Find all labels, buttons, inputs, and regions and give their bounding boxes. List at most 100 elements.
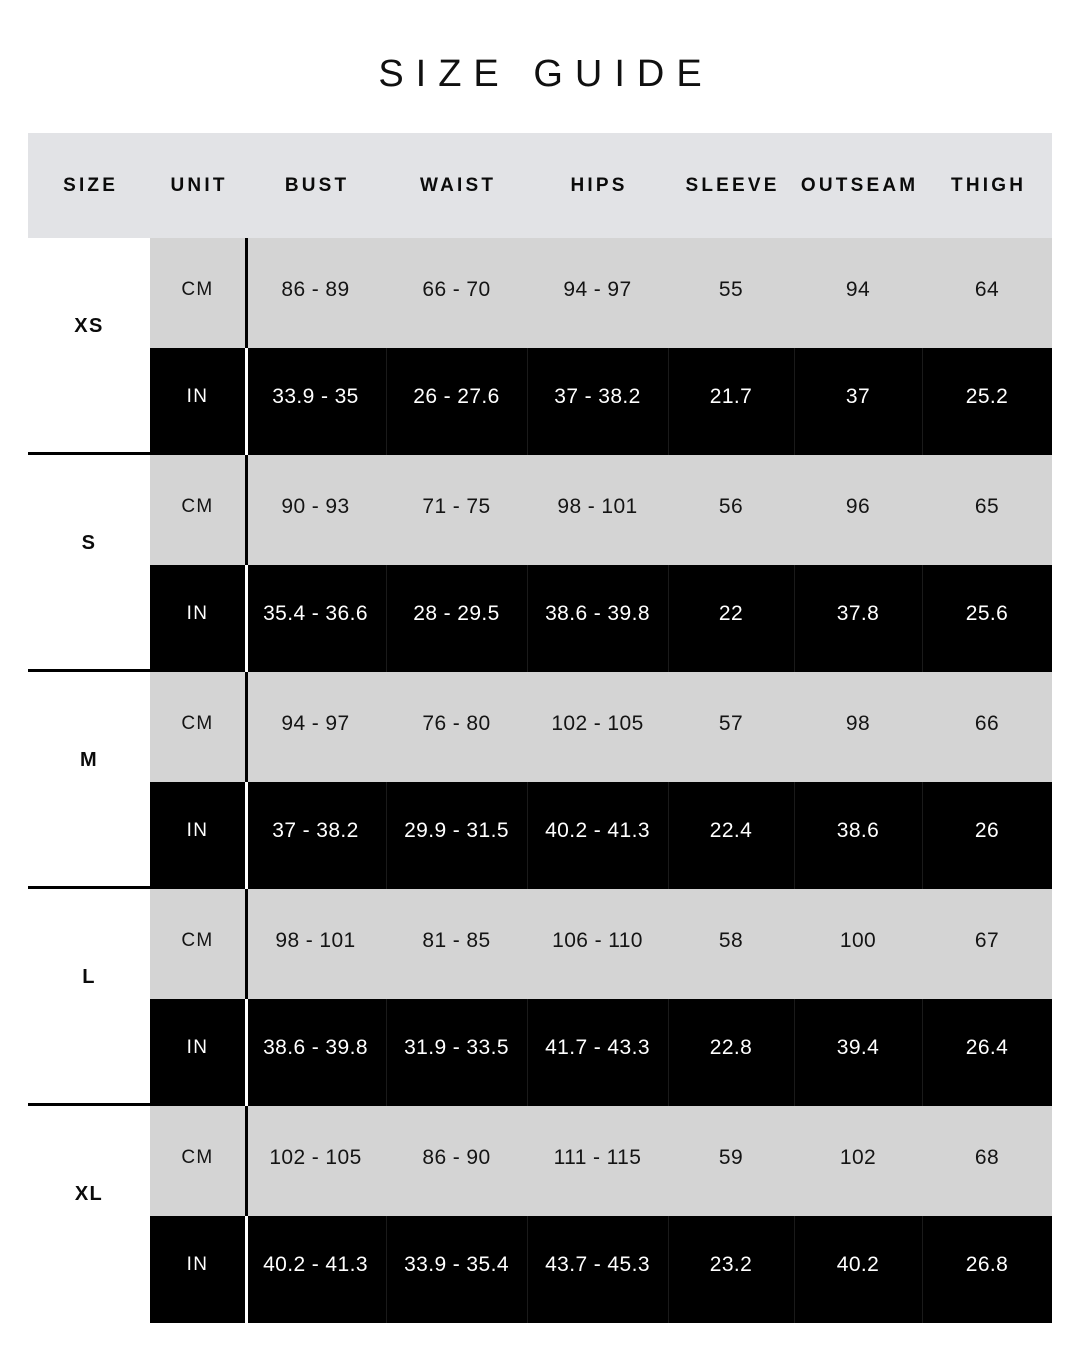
cell-bust: 90 - 93 <box>281 495 350 518</box>
column-separator <box>922 782 923 889</box>
cell-unit: CM <box>181 930 214 951</box>
column-separator <box>794 348 795 455</box>
cell-bust: 37 - 38.2 <box>272 819 359 842</box>
cell-outseam: 96 <box>845 495 871 518</box>
cell-unit: IN <box>186 1037 209 1058</box>
column-header-waist: WAIST <box>420 175 497 196</box>
column-separator <box>527 565 528 672</box>
size-group-xl: XL CM 102 - 105 86 - 90 111 - 115 59 102 68 IN 40… <box>28 1106 1052 1323</box>
column-separator <box>922 348 923 455</box>
table-row: IN 38.6 - 39.8 31.9 - 33.5 41.7 - 43.3 22.8 3… <box>150 999 1052 1106</box>
column-separator <box>668 782 669 889</box>
size-cell: XS <box>28 238 150 455</box>
cell-waist: 76 - 80 <box>422 712 491 735</box>
table-row: IN 40.2 - 41.3 33.9 - 35.4 43.7 - 45.3 23.2 4… <box>150 1216 1052 1323</box>
column-separator <box>668 999 669 1106</box>
cell-thigh: 26 <box>974 819 1000 842</box>
cell-sleeve: 56 <box>718 495 744 518</box>
cell-bust: 33.9 - 35 <box>272 385 359 408</box>
table-row: CM 102 - 105 86 - 90 111 - 115 59 102 68 <box>150 1106 1052 1216</box>
cell-thigh: 65 <box>974 495 1000 518</box>
cell-thigh: 64 <box>974 278 1000 301</box>
cell-sleeve: 57 <box>718 712 744 735</box>
unit-column-divider <box>245 999 248 1106</box>
page-title: SIZE GUIDE <box>378 53 714 95</box>
cell-unit: CM <box>181 496 214 517</box>
column-separator <box>922 565 923 672</box>
cell-thigh: 25.2 <box>965 385 1009 408</box>
cell-waist: 28 - 29.5 <box>413 602 500 625</box>
unit-column-divider <box>245 348 248 455</box>
column-separator <box>386 999 387 1106</box>
cell-bust: 102 - 105 <box>269 1146 362 1169</box>
column-separator <box>527 782 528 889</box>
column-separator <box>794 782 795 889</box>
size-label-s: S <box>81 531 97 554</box>
cell-outseam: 94 <box>845 278 871 301</box>
column-separator <box>922 999 923 1106</box>
cell-waist: 66 - 70 <box>422 278 491 301</box>
cell-sleeve: 21.7 <box>709 385 753 408</box>
unit-column-divider <box>245 565 248 672</box>
cell-outseam: 37.8 <box>836 602 880 625</box>
cell-thigh: 68 <box>974 1146 1000 1169</box>
cell-sleeve: 22 <box>718 602 744 625</box>
column-header-hips: HIPS <box>570 175 628 196</box>
column-header-sleeve: SLEEVE <box>685 175 780 196</box>
table-row: CM 90 - 93 71 - 75 98 - 101 56 96 65 <box>150 455 1052 565</box>
column-header-bust: BUST <box>284 175 350 196</box>
size-group-l: L CM 98 - 101 81 - 85 106 - 110 58 100 67 IN 38.6… <box>28 889 1052 1106</box>
unit-column-divider <box>245 672 248 782</box>
cell-unit: CM <box>181 1147 214 1168</box>
column-separator <box>386 565 387 672</box>
cell-hips: 106 - 110 <box>552 929 643 952</box>
table-body: XS CM 86 - 89 66 - 70 94 - 97 55 94 64 IN 33.9 - … <box>28 238 1052 1323</box>
group-separator <box>28 886 150 889</box>
cell-sleeve: 22.4 <box>709 819 753 842</box>
group-separator <box>28 669 150 672</box>
column-header-size: SIZE <box>63 175 119 196</box>
cell-unit: IN <box>186 603 209 624</box>
cell-bust: 38.6 - 39.8 <box>263 1036 368 1059</box>
column-separator <box>386 348 387 455</box>
size-label-xl: XL <box>74 1182 104 1205</box>
cell-waist: 86 - 90 <box>422 1146 491 1169</box>
cell-outseam: 102 <box>839 1146 877 1169</box>
column-header-unit: UNIT <box>170 175 228 196</box>
cell-unit: IN <box>186 386 209 407</box>
cell-sleeve: 59 <box>718 1146 744 1169</box>
size-label-xs: XS <box>74 314 104 337</box>
unit-column-divider <box>245 889 248 999</box>
column-header-outseam: OUTSEAM <box>800 175 919 196</box>
column-header-thigh: THIGH <box>951 175 1027 196</box>
column-separator <box>794 1216 795 1323</box>
cell-outseam: 98 <box>845 712 871 735</box>
table-row: IN 37 - 38.2 29.9 - 31.5 40.2 - 41.3 22.4 38.… <box>150 782 1052 889</box>
size-label-l: L <box>82 965 96 988</box>
group-separator <box>28 1103 150 1106</box>
cell-hips: 37 - 38.2 <box>554 385 641 408</box>
column-separator <box>527 999 528 1106</box>
size-group-m: M CM 94 - 97 76 - 80 102 - 105 57 98 66 IN 37 - 3… <box>28 672 1052 889</box>
size-cell: L <box>28 889 150 1106</box>
table-header-row: SIZE UNIT BUST WAIST HIPS SLEEVE OUTSEAM THIGH <box>28 133 1052 238</box>
cell-hips: 38.6 - 39.8 <box>545 602 650 625</box>
cell-outseam: 40.2 <box>836 1253 880 1276</box>
cell-sleeve: 22.8 <box>709 1036 753 1059</box>
cell-unit: IN <box>186 820 209 841</box>
column-separator <box>527 348 528 455</box>
column-separator <box>386 782 387 889</box>
table-row: CM 86 - 89 66 - 70 94 - 97 55 94 64 <box>150 238 1052 348</box>
column-separator <box>922 1216 923 1323</box>
cell-bust: 40.2 - 41.3 <box>263 1253 368 1276</box>
cell-hips: 111 - 115 <box>553 1146 642 1169</box>
cell-bust: 98 - 101 <box>275 929 356 952</box>
unit-column-divider <box>245 1106 248 1216</box>
column-separator <box>668 1216 669 1323</box>
cell-bust: 94 - 97 <box>281 712 350 735</box>
cell-unit: IN <box>186 1254 209 1275</box>
size-group-xs: XS CM 86 - 89 66 - 70 94 - 97 55 94 64 IN 33.9 - … <box>28 238 1052 455</box>
cell-unit: CM <box>181 713 214 734</box>
column-separator <box>668 348 669 455</box>
cell-thigh: 26.8 <box>965 1253 1009 1276</box>
